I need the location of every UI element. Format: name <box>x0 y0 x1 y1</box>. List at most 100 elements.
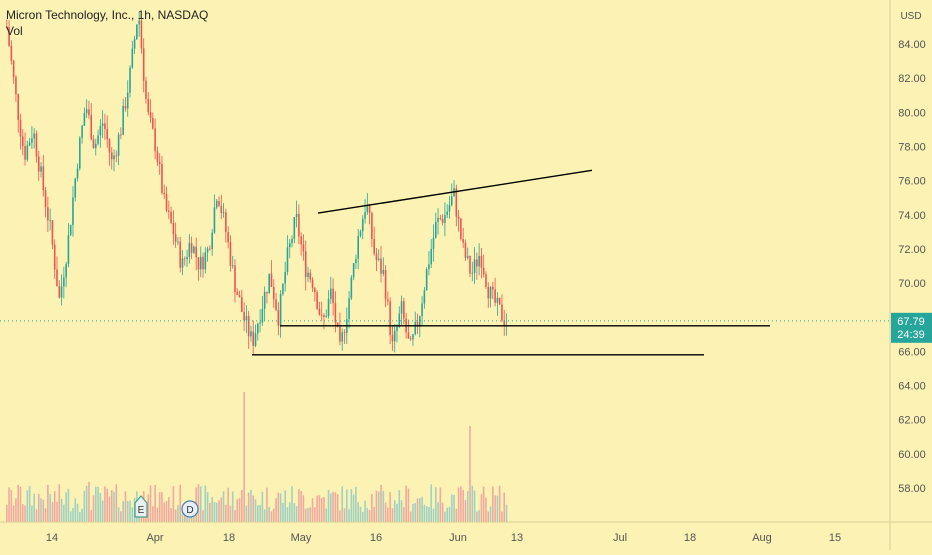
volume-bar <box>266 487 268 522</box>
candle <box>501 294 503 322</box>
volume-bar <box>309 507 312 522</box>
candle <box>199 246 202 278</box>
price-tick-label: 58.00 <box>898 483 926 495</box>
candle <box>31 126 33 150</box>
candle <box>446 204 448 219</box>
volume-bar <box>67 488 70 522</box>
candle <box>40 161 42 178</box>
volume-bar <box>307 507 309 522</box>
volume-bar <box>72 507 74 522</box>
candle <box>202 252 204 278</box>
time-tick-label: May <box>291 532 312 544</box>
candle <box>277 302 280 336</box>
candle <box>215 199 218 210</box>
candle <box>298 204 300 245</box>
volume-bar <box>414 503 417 522</box>
candle <box>361 215 364 240</box>
candle <box>83 107 86 126</box>
volume-bar <box>220 497 223 522</box>
candle <box>473 247 476 284</box>
volume-bar <box>177 505 179 522</box>
volume-bar <box>457 487 460 522</box>
volume-bar <box>359 506 362 522</box>
candle <box>67 223 70 268</box>
candle <box>136 24 138 40</box>
candle <box>357 229 359 270</box>
volume-bar <box>384 502 387 522</box>
candle <box>403 297 405 325</box>
candle <box>380 245 382 283</box>
volume-bar <box>181 510 184 522</box>
time-tick-label: Aug <box>752 532 772 544</box>
volume-bar <box>236 499 239 522</box>
trendline-resistance[interactable] <box>317 169 593 214</box>
volume-bar <box>199 486 202 522</box>
candle <box>149 99 152 124</box>
volume-bars <box>6 392 508 522</box>
candle <box>409 335 412 342</box>
volume-bar <box>58 484 61 522</box>
candle <box>364 199 366 224</box>
candle <box>382 257 385 277</box>
earnings-marker[interactable]: E <box>134 495 148 518</box>
candle <box>320 301 323 321</box>
volume-bar <box>298 489 300 522</box>
volume-bar <box>498 485 501 522</box>
candle <box>28 137 31 147</box>
volume-bar <box>393 500 396 522</box>
volume-bar <box>469 426 471 522</box>
candle <box>250 325 252 342</box>
volume-bar <box>197 484 200 522</box>
volume-bar <box>51 501 54 522</box>
volume-bar <box>165 501 168 522</box>
volume-bar <box>65 492 67 522</box>
volume-bar <box>90 510 93 522</box>
candle <box>291 235 293 248</box>
volume-bar <box>284 490 286 522</box>
candle <box>227 226 229 249</box>
volume-bar <box>231 491 234 522</box>
volume-bar <box>425 506 428 522</box>
price-tick-label: 74.00 <box>898 210 926 222</box>
candle <box>284 261 286 292</box>
volume-bar <box>110 490 113 522</box>
volume-bar <box>15 498 17 522</box>
dividend-marker[interactable]: D <box>181 500 199 518</box>
candle <box>60 274 63 306</box>
candle <box>434 212 437 239</box>
volume-bar <box>222 491 225 522</box>
candle <box>309 269 312 283</box>
volume-bar <box>476 511 478 522</box>
candle <box>373 226 375 256</box>
candle <box>94 138 97 156</box>
candle <box>236 288 239 296</box>
volume-bar <box>19 486 22 522</box>
volume-bar <box>405 485 407 522</box>
volume-bar <box>336 494 339 522</box>
volume-bar <box>33 493 35 522</box>
volume-bar <box>31 505 33 522</box>
candle <box>161 156 163 195</box>
candle <box>503 309 506 336</box>
volume-bar <box>485 497 487 522</box>
volume-bar <box>209 502 211 522</box>
volume-bar <box>168 497 170 522</box>
candle <box>423 287 426 309</box>
volume-bar <box>170 508 172 522</box>
time-tick-label: Apr <box>146 532 163 544</box>
candle <box>498 297 501 305</box>
candle <box>350 275 353 301</box>
candle <box>204 247 207 274</box>
volume-bar <box>234 510 236 522</box>
bar-countdown: 24:39 <box>897 329 925 341</box>
volume-bar <box>129 500 131 522</box>
volume-bar <box>400 500 403 522</box>
candle <box>318 301 321 316</box>
candle <box>505 313 508 336</box>
volume-bar <box>174 509 177 522</box>
volume-bar <box>83 490 86 522</box>
time-tick-label: 16 <box>370 532 382 544</box>
volume-bar <box>450 494 453 522</box>
